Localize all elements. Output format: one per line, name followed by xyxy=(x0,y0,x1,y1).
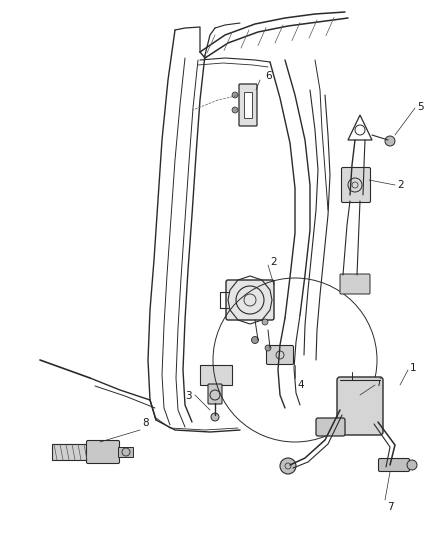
FancyBboxPatch shape xyxy=(342,167,371,203)
Circle shape xyxy=(232,92,238,98)
Text: 5: 5 xyxy=(417,102,424,112)
Text: i: i xyxy=(378,378,381,388)
Circle shape xyxy=(407,460,417,470)
FancyBboxPatch shape xyxy=(226,280,274,320)
Bar xyxy=(244,92,252,118)
FancyBboxPatch shape xyxy=(239,84,257,126)
FancyBboxPatch shape xyxy=(86,440,120,464)
Bar xyxy=(118,447,133,457)
Text: 4: 4 xyxy=(297,380,304,390)
Text: 6: 6 xyxy=(265,71,272,81)
Text: 2: 2 xyxy=(397,180,404,190)
FancyBboxPatch shape xyxy=(378,458,410,472)
Bar xyxy=(52,444,90,460)
Circle shape xyxy=(385,136,395,146)
FancyBboxPatch shape xyxy=(337,377,383,435)
FancyBboxPatch shape xyxy=(266,345,293,365)
Text: 7: 7 xyxy=(387,502,394,512)
Text: 3: 3 xyxy=(185,391,192,401)
Bar xyxy=(200,365,232,385)
Circle shape xyxy=(262,319,268,325)
Circle shape xyxy=(251,336,258,343)
Circle shape xyxy=(265,345,271,351)
Circle shape xyxy=(232,107,238,113)
FancyBboxPatch shape xyxy=(340,274,370,294)
Circle shape xyxy=(211,413,219,421)
Text: 1: 1 xyxy=(410,363,417,373)
FancyBboxPatch shape xyxy=(316,418,345,436)
Text: 8: 8 xyxy=(142,418,148,428)
Text: 2: 2 xyxy=(270,257,277,267)
Circle shape xyxy=(280,458,296,474)
FancyBboxPatch shape xyxy=(208,384,222,404)
